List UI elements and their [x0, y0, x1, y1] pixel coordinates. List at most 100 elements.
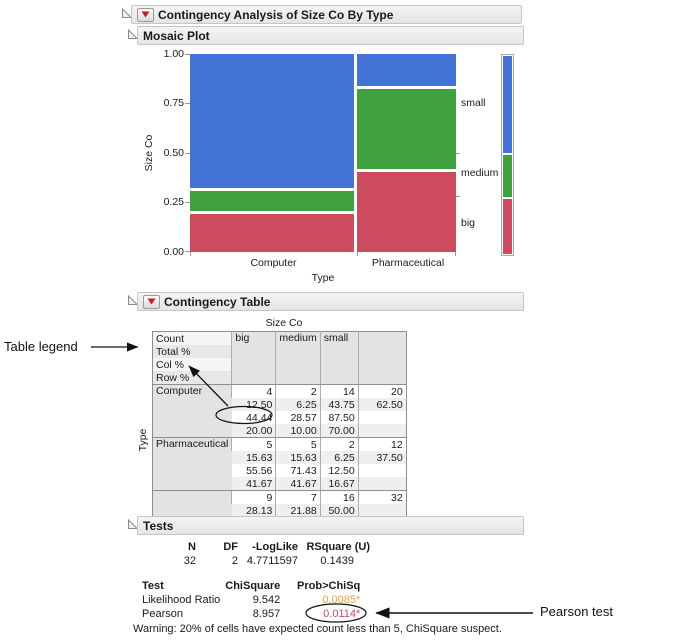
table-legend-annotation: Table legend	[4, 339, 78, 354]
table-cell	[357, 411, 407, 424]
mosaic-segment-pharma-big[interactable]	[357, 171, 456, 252]
stat-header-n: N	[188, 541, 196, 553]
table-cell: 5	[275, 437, 321, 451]
level-boundary-tick	[456, 196, 460, 197]
table-cell: 28.13	[231, 504, 276, 518]
table-cell	[357, 504, 407, 518]
legend-total-pct: Total %	[152, 345, 232, 358]
table-cell: 20	[357, 384, 407, 398]
total-proportion-strip	[501, 54, 514, 256]
table-cell	[357, 464, 407, 477]
table-cell: 15.63	[231, 451, 276, 464]
table-cell: 5	[231, 437, 276, 451]
report-title-bar: Contingency Analysis of Size Co By Type	[131, 5, 522, 24]
table-cell: 4	[231, 384, 276, 398]
y-tick	[185, 153, 190, 154]
disclosure-icon[interactable]	[127, 29, 138, 40]
level-boundary-tick	[456, 153, 460, 154]
stat-value-n: 32	[183, 555, 196, 567]
row-label-pharmaceutical: Pharmaceutical	[152, 437, 232, 491]
table-cell: 16	[319, 490, 359, 504]
table-cell: 87.50	[319, 411, 359, 424]
stat-value-df: 2	[231, 555, 238, 567]
y-tick	[185, 251, 190, 252]
table-cell: 62.50	[357, 398, 407, 411]
row-label-computer: Computer	[152, 384, 232, 438]
strip-segment-medium[interactable]	[503, 155, 512, 198]
y-tick-label: 0.00	[163, 246, 184, 258]
table-cell: 43.75	[319, 398, 359, 411]
red-triangle-menu-button[interactable]	[137, 7, 154, 22]
mosaic-plot	[190, 54, 456, 253]
warning-text: Warning: 20% of cells have expected coun…	[133, 623, 502, 635]
table-cell: 21.88	[275, 504, 321, 518]
test-prob-likelihood-ratio: 0.0085*	[322, 594, 361, 606]
stat-header-rsquare: RSquare (U)	[306, 541, 370, 553]
table-row-axis-label: Type	[137, 428, 149, 452]
strip-segment-big[interactable]	[503, 199, 512, 254]
disclosure-icon[interactable]	[127, 295, 138, 306]
table-cell: 14	[319, 384, 359, 398]
mosaic-segment-pharma-small[interactable]	[357, 54, 456, 86]
mosaic-column-pharmaceutical	[357, 54, 456, 252]
table-cell: 41.67	[231, 477, 276, 491]
mosaic-column-computer	[190, 54, 355, 253]
tests-summary-table: N DF -LogLike RSquare (U) 32 2 4.7711597…	[140, 540, 370, 568]
table-cell: 12	[357, 437, 407, 451]
legend-count: Count	[152, 331, 232, 345]
contingency-section-title: Contingency Table	[164, 294, 271, 309]
x-category-pharmaceutical: Pharmaceutical	[371, 257, 445, 269]
table-cell: 70.00	[319, 424, 359, 438]
red-triangle-menu-button[interactable]	[143, 294, 160, 309]
level-label-small: small	[461, 97, 486, 109]
table-cell: 37.50	[357, 451, 407, 464]
red-triangle-icon	[141, 11, 150, 18]
table-cell: 12.50	[319, 464, 359, 477]
y-tick-label: 0.75	[163, 97, 184, 109]
table-cell: 7	[275, 490, 321, 504]
table-cell: 20.00	[231, 424, 276, 438]
mosaic-segment-pharma-medium[interactable]	[357, 89, 456, 169]
legend-col-pct: Col %	[152, 358, 232, 371]
contingency-section-header: Contingency Table	[137, 292, 524, 311]
test-name-pearson: Pearson	[142, 608, 183, 620]
y-tick	[185, 202, 190, 203]
mosaic-segment-computer-small[interactable]	[190, 54, 355, 189]
stat-value-loglike: 4.7711597	[246, 555, 298, 567]
y-tick	[185, 54, 190, 55]
disclosure-icon[interactable]	[121, 8, 132, 19]
table-group-header: Size Co	[265, 317, 303, 329]
strip-segment-small[interactable]	[503, 56, 512, 153]
y-tick-label: 1.00	[163, 48, 184, 60]
table-cell: 2	[319, 437, 359, 451]
table-cell: 10.00	[275, 424, 321, 438]
test-chisq-likelihood-ratio: 9.542	[252, 594, 281, 606]
disclosure-icon[interactable]	[127, 519, 138, 530]
column-header-total	[357, 331, 407, 385]
test-header-prob: Prob>ChiSq	[297, 580, 361, 592]
legend-row-pct: Row %	[152, 371, 232, 385]
table-cell: 55.56	[231, 464, 276, 477]
table-cell: 12.50	[231, 398, 276, 411]
table-cell: 15.63	[275, 451, 321, 464]
table-cell: 50.00	[319, 504, 359, 518]
chisquare-tests-table: Test ChiSquare Prob>ChiSq Likelihood Rat…	[142, 579, 360, 621]
table-cell: 16.67	[319, 477, 359, 491]
mosaic-segment-computer-big[interactable]	[190, 213, 355, 253]
mosaic-segment-computer-medium[interactable]	[190, 191, 355, 211]
stat-header-df: DF	[223, 541, 238, 553]
x-tick	[357, 252, 358, 256]
x-axis-title: Type	[311, 272, 335, 284]
test-header-chisq: ChiSquare	[225, 580, 281, 592]
mosaic-section-title: Mosaic Plot	[143, 28, 210, 43]
stat-value-rsquare: 0.1439	[320, 555, 354, 567]
table-cell: 6.25	[319, 451, 359, 464]
x-tick	[190, 252, 191, 256]
test-name-likelihood-ratio: Likelihood Ratio	[142, 594, 221, 606]
test-header-test: Test	[142, 580, 164, 592]
mosaic-section-header: Mosaic Plot	[137, 26, 524, 45]
y-axis-title: Size Co	[143, 134, 155, 172]
table-cell	[357, 424, 407, 438]
table-cell	[357, 477, 407, 491]
table-cell: 32	[357, 490, 407, 504]
